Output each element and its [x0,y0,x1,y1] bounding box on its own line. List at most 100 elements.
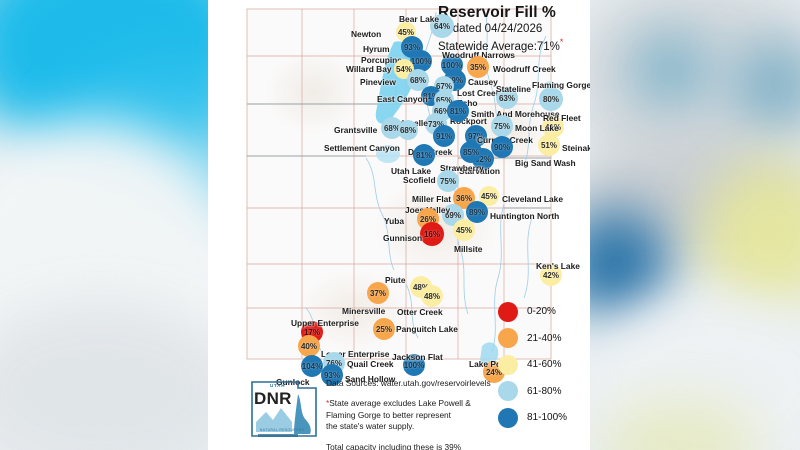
reservoir-label: Gunnison [383,233,423,243]
reservoir-label: East Canyon [377,94,428,104]
reservoir-label: Steinaker [562,143,590,153]
reservoir-label: Lake Powell [469,359,517,369]
reservoir-bubble[interactable]: 93% [321,364,343,386]
legend-row: 81-100% [498,406,567,429]
reservoir-bubble[interactable]: 25% [373,318,395,340]
legend-row: 0-20% [498,300,567,323]
reservoir-label: Minersville [342,306,386,316]
reservoir-bubble[interactable]: 89% [466,201,488,223]
reservoir-bubble[interactable]: 90% [491,136,513,158]
reservoir-bubble[interactable]: 104% [301,355,323,377]
legend-label: 21-40% [527,332,562,344]
reservoir-label: Big Sand Wash [515,158,576,168]
legend-label: 81-100% [527,412,568,423]
legend-label: 61-80% [527,385,562,397]
reservoir-bubble[interactable]: 68% [407,69,429,91]
reservoir-label: Utah Lake [391,166,432,176]
reservoir-bubble[interactable]: 100% [403,354,425,376]
reservoir-label: Moon Lake [515,123,559,133]
reservoir-bubble[interactable]: 81% [447,100,469,122]
dnr-logo-graphic [251,381,317,437]
reservoir-label: Sand Hollow [345,374,396,384]
logo-dnr-text: DNR [254,389,292,408]
reservoir-label: Willard Bay [346,64,392,74]
reservoir-label: Starvation [459,166,500,176]
title-block: Reservoir Fill % Updated 04/24/2026 Stat… [438,4,588,54]
reservoir-label: Echo [457,98,478,108]
reservoir-bubble[interactable]: 48% [421,285,443,307]
reservoir-bubble[interactable]: 100% [410,50,432,72]
legend-swatch [498,407,518,428]
legend-row: 41-60% [498,353,567,376]
legend-row: 61-80% [498,380,567,403]
footnote-asterisk: * [326,397,330,408]
reservoir-label: Scofield [403,175,436,185]
logo-utah-text: UTAH [270,383,286,388]
reservoir-bubble[interactable]: 85% [460,141,482,163]
reservoir-label: Red Fleet [543,113,581,123]
reservoir-label: Jackson Flat [392,352,443,362]
exclusion-note-line2: Flaming Gorge to better represent [326,409,451,420]
reservoir-label: Upper Enterprise [291,318,359,328]
legend-label: 0-20% [527,306,556,317]
reservoir-bubble[interactable]: 81% [413,144,435,166]
reservoir-label: Hyrum [363,44,390,54]
updated-date: Updated 04/24/2026 [438,22,543,35]
reservoir-bubble[interactable]: 75% [437,170,459,192]
statewide-average-text: Statewide Average:71% [438,40,560,53]
reservoir-label: Strawberry [440,163,484,173]
reservoir-label: Huntington North [490,211,560,221]
reservoir-label: Otter Creek [397,307,443,317]
reservoir-label: Smith And Morehouse [471,109,560,119]
reservoir-bubble[interactable]: 16% [420,222,444,246]
exclusion-note-line1: *State average excludes Lake Powell & [326,398,576,410]
reservoir-label: Ken's Lake [536,261,580,271]
reservoir-label: Cleveland Lake [502,194,563,204]
legend-row: 21-40% [498,327,567,350]
reservoir-bubble[interactable]: 68% [398,120,418,140]
reservoir-bubble[interactable]: 64% [430,14,454,38]
legend-swatch [498,301,518,322]
footnotes: Data Sources: water.utah.gov/reservoirle… [326,378,576,450]
reservoir-label: Piute [385,275,406,285]
reservoir-label: Panguitch Lake [396,324,458,334]
reservoir-label: Yuba [384,216,405,226]
legend-swatch [498,381,518,401]
reservoir-bubble[interactable]: 45% [453,219,475,241]
utah-dnr-logo: UTAH DNR NATURAL RESOURCES [248,380,322,442]
reservoir-label: Miller Flat [412,194,452,204]
reservoir-label: Newton [351,29,382,39]
reservoir-map-card: Reservoir Fill % Updated 04/24/2026 Stat… [208,0,590,450]
reservoir-bubble[interactable]: 63% [496,87,518,109]
reservoir-bubble[interactable]: 91% [433,125,455,147]
reservoir-label: Quail Creek [347,359,394,369]
reservoir-label: Woodruff Narrows [442,50,515,60]
reservoir-bubble[interactable]: 51% [538,134,560,156]
statewide-average: Statewide Average:71%* [438,37,588,55]
total-capacity-note: Total capacity including these is 39% [326,442,462,450]
reservoir-label: Lower Enterprise [321,349,390,359]
reservoir-label: Causey [468,77,498,87]
backdrop-blob [730,40,800,130]
exclusion-text-1: State average excludes Lake Powell & [329,397,471,408]
reservoir-label: Settlement Canyon [324,143,400,153]
reservoir-bubble[interactable]: 42% [540,264,562,286]
reservoir-label: Bear Lake [399,14,440,24]
reservoir-bubble[interactable]: 68% [381,117,403,139]
reservoir-bubble[interactable]: 35% [467,56,489,78]
reservoir-bubble[interactable]: 80% [539,87,563,111]
reservoir-label: Porcupine [361,55,402,65]
reservoir-label: Flaming Gorge [532,80,590,90]
reservoir-bubble[interactable]: 40% [298,335,320,357]
reservoir-label: Stateline [496,84,531,94]
backdrop-blob [630,30,710,110]
legend: 0-20% 21-40% 41-60% 61-80% 81-100% [498,300,567,433]
reservoir-label: Grantsville [334,125,378,135]
reservoir-bubble[interactable]: 75% [491,115,513,137]
legend-swatch [498,328,518,348]
data-sources-note: Data Sources: water.utah.gov/reservoirle… [326,378,491,388]
reservoir-bubble[interactable]: 45% [479,186,499,206]
reservoir-bubble[interactable]: 41% [542,116,564,138]
reservoir-bubble[interactable]: 37% [367,282,389,304]
logo-subtitle: NATURAL RESOURCES [260,428,305,432]
